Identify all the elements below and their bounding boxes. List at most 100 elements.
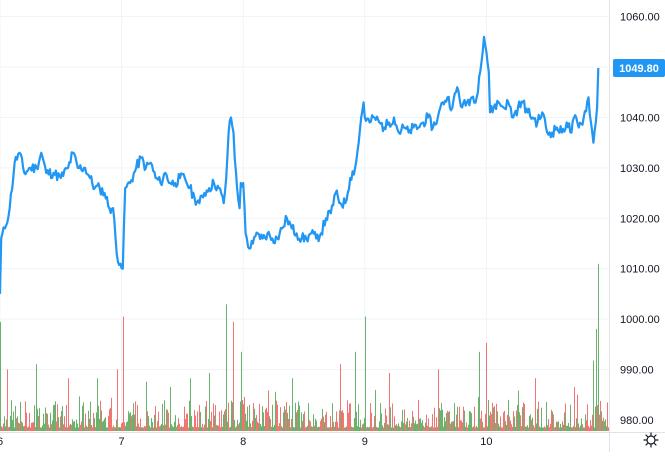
volume-bar [64,416,65,431]
volume-bar [608,427,609,431]
volume-bar [47,413,48,431]
volume-bar [360,419,361,431]
volume-bar [354,417,355,431]
volume-bar [17,416,18,431]
volume-bar [446,413,447,431]
volume-bar [192,426,193,431]
volume-bar [590,420,591,431]
volume-bar [78,427,79,431]
volume-bar [185,419,186,431]
volume-bar [335,421,336,431]
volume-bar [257,421,258,431]
volume-bar [188,427,189,431]
volume-bar [419,418,420,431]
y-axis: 980.00 990.00 1000.00 1010.00 1020.00 1030.00… [620,12,660,427]
volume-bar [362,424,363,431]
volume-bar [270,419,271,431]
volume-bar [163,425,164,431]
volume-bar [471,413,472,431]
volume-bar [208,419,209,431]
volume-bar [239,422,240,431]
volume-bar [424,427,425,431]
volume-bar [309,420,310,431]
volume-bar [104,418,105,431]
volume-bar [253,402,254,431]
volume-bar [39,408,40,431]
volume-bar [20,402,21,431]
volume-bar [99,418,100,431]
volume-bar [100,400,101,431]
volume-bar [152,422,153,431]
volume-bar [63,424,64,431]
volume-bar [529,415,530,431]
volume-bar [105,417,106,431]
volume-bar [62,406,63,431]
y-tick-label: 1000.00 [620,314,660,326]
volume-bar [593,360,594,431]
volume-bar [382,425,383,431]
volume-bar [285,409,286,431]
volume-bar [23,426,24,431]
volume-bar [141,427,142,431]
volume-bar [455,426,456,431]
volume-bar [317,427,318,431]
volume-bar [482,421,483,431]
volume-bar [390,407,391,431]
volume-bar [237,420,238,431]
settings-button[interactable] [641,430,661,450]
volume-bar [468,424,469,431]
volume-bar [245,413,246,431]
volume-bar [286,401,287,431]
volume-bar [69,425,70,431]
volume-bar [427,425,428,431]
volume-bar [48,424,49,431]
volume-bar [488,399,489,431]
volume-bar [149,425,150,431]
volume-bar [120,427,121,431]
volume-bar [306,427,307,431]
volume-bar [170,387,171,431]
volume-bar [37,408,38,431]
volume-bar [248,426,249,431]
volume-bar [416,424,417,431]
volume-bar [86,425,87,431]
volume-bar [213,403,214,431]
volume-bar [507,414,508,431]
volume-bar [423,425,424,431]
volume-bar [44,423,45,431]
volume-bar [388,424,389,431]
volume-bar [51,424,52,431]
volume-bar [133,403,134,431]
volume-bar [525,426,526,431]
volume-bar [131,416,132,431]
volume-bar [539,426,540,431]
volume-bar [375,389,376,431]
volume-bar [338,427,339,431]
volume-bar [585,414,586,431]
volume-bar [336,411,337,431]
volume-bar [607,402,608,431]
volume-bar [573,425,574,431]
volume-bar [486,343,487,431]
volume-bar [282,427,283,431]
volume-bar [554,427,555,431]
volume-bar [591,425,592,431]
volume-bar [474,406,475,431]
volume-bar [191,416,192,431]
volume-bar [565,403,566,431]
volume-bar [400,427,401,431]
volume-bar [107,427,108,431]
volume-bar [349,403,350,431]
volume-bar [312,426,313,431]
volume-bar [67,427,68,431]
volume-bar [408,427,409,431]
volume-bar [18,422,19,431]
volume-bar [370,403,371,431]
price-layer [0,35,600,294]
volume-bar [85,413,86,431]
volume-bar [144,426,145,431]
volume-bar [521,426,522,431]
volume-bar [240,401,241,431]
